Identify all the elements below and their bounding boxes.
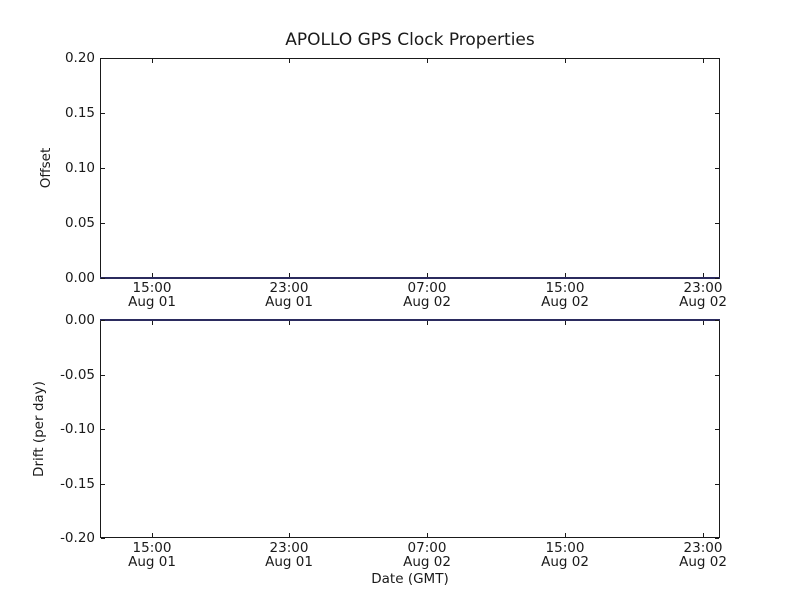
xtick-time: 15:00: [545, 540, 585, 556]
xtick-mark-top-1-1: [289, 321, 290, 325]
series-line-GPS-clock-drift: [100, 319, 720, 321]
xtick-label-0-3: 15:00 Aug 02: [520, 281, 610, 309]
axes-frame-1: [100, 320, 720, 538]
ytick-label-1-3: -0.15: [60, 476, 95, 492]
xtick-mark-top-0-3: [565, 59, 566, 63]
ytick-label-1-2: -0.10: [60, 421, 95, 437]
xtick-mark-bottom-1-4: [703, 533, 704, 537]
ytick-mark-left-0-4: [101, 278, 105, 279]
ytick-mark-left-0-0: [101, 58, 105, 59]
ytick-label-0-1: 0.15: [64, 105, 95, 121]
xtick-mark-bottom-1-1: [289, 533, 290, 537]
ytick-label-0-3: 0.05: [64, 215, 95, 231]
ytick-mark-right-1-0: [715, 320, 719, 321]
ytick-mark-left-1-2: [101, 429, 105, 430]
xtick-date: Aug 02: [679, 294, 727, 310]
xtick-mark-top-0-1: [289, 59, 290, 63]
ytick-mark-right-1-3: [715, 484, 719, 485]
ytick-mark-right-1-1: [715, 375, 719, 376]
xtick-label-1-2: 07:00 Aug 02: [382, 541, 472, 569]
xtick-mark-top-0-4: [703, 59, 704, 63]
xtick-date: Aug 01: [128, 294, 176, 310]
xtick-mark-top-0-2: [427, 59, 428, 63]
xtick-mark-bottom-0-1: [289, 273, 290, 277]
ytick-mark-left-1-3: [101, 484, 105, 485]
series-line-GPS-clock-offset: [100, 277, 720, 279]
xtick-time: 15:00: [132, 540, 172, 556]
xtick-label-1-0: 15:00 Aug 01: [107, 541, 197, 569]
xtick-time: 15:00: [132, 280, 172, 296]
xtick-time: 23:00: [269, 280, 309, 296]
xtick-mark-bottom-1-3: [565, 533, 566, 537]
ytick-mark-right-0-0: [715, 58, 719, 59]
xtick-mark-bottom-0-0: [152, 273, 153, 277]
xtick-mark-top-0-0: [152, 59, 153, 63]
ytick-mark-left-0-2: [101, 168, 105, 169]
ytick-mark-right-0-3: [715, 223, 719, 224]
xtick-label-1-3: 15:00 Aug 02: [520, 541, 610, 569]
ytick-label-0-2: 0.10: [64, 160, 95, 176]
axes-frame-0: [100, 58, 720, 278]
ytick-mark-left-0-3: [101, 223, 105, 224]
ytick-label-1-4: -0.20: [60, 530, 95, 546]
xtick-time: 23:00: [269, 540, 309, 556]
xtick-label-0-4: 23:00 Aug 02: [658, 281, 748, 309]
xtick-mark-bottom-0-3: [565, 273, 566, 277]
ytick-mark-left-0-1: [101, 113, 105, 114]
xtick-label-1-1: 23:00 Aug 01: [244, 541, 334, 569]
ytick-label-0-4: 0.00: [64, 270, 95, 286]
xtick-time: 23:00: [683, 540, 723, 556]
ytick-mark-left-1-4: [101, 538, 105, 539]
chart-title: APOLLO GPS Clock Properties: [285, 30, 535, 50]
ytick-mark-left-1-0: [101, 320, 105, 321]
xtick-date: Aug 02: [541, 294, 589, 310]
xtick-mark-top-1-0: [152, 321, 153, 325]
xtick-mark-bottom-1-2: [427, 533, 428, 537]
ytick-mark-left-1-1: [101, 375, 105, 376]
ytick-mark-right-1-4: [715, 538, 719, 539]
xtick-label-1-4: 23:00 Aug 02: [658, 541, 748, 569]
xtick-date: Aug 01: [265, 294, 313, 310]
xtick-label-0-2: 07:00 Aug 02: [382, 281, 472, 309]
ytick-mark-right-0-4: [715, 278, 719, 279]
ytick-label-1-1: -0.05: [60, 367, 95, 383]
ytick-label-1-0: 0.00: [64, 312, 95, 328]
ytick-mark-right-0-1: [715, 113, 719, 114]
ytick-label-0-0: 0.20: [64, 50, 95, 66]
ytick-mark-right-1-2: [715, 429, 719, 430]
x-axis-label-date-gmt: Date (GMT): [371, 571, 449, 587]
xtick-time: 07:00: [407, 540, 447, 556]
xtick-mark-bottom-0-2: [427, 273, 428, 277]
xtick-date: Aug 02: [403, 294, 451, 310]
xtick-time: 15:00: [545, 280, 585, 296]
ytick-mark-right-0-2: [715, 168, 719, 169]
xtick-date: Aug 02: [541, 554, 589, 570]
xtick-label-0-1: 23:00 Aug 01: [244, 281, 334, 309]
xtick-date: Aug 01: [265, 554, 313, 570]
xtick-date: Aug 02: [679, 554, 727, 570]
xtick-date: Aug 02: [403, 554, 451, 570]
xtick-mark-bottom-0-4: [703, 273, 704, 277]
xtick-date: Aug 01: [128, 554, 176, 570]
xtick-label-0-0: 15:00 Aug 01: [107, 281, 197, 309]
xtick-time: 07:00: [407, 280, 447, 296]
xtick-mark-top-1-3: [565, 321, 566, 325]
xtick-mark-top-1-2: [427, 321, 428, 325]
xtick-mark-top-1-4: [703, 321, 704, 325]
xtick-mark-bottom-1-0: [152, 533, 153, 537]
xtick-time: 23:00: [683, 280, 723, 296]
